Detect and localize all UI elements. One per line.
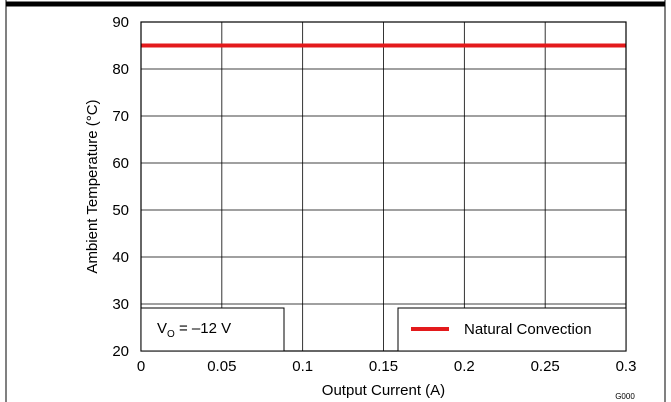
grid <box>141 22 626 351</box>
x-tick-label: 0 <box>137 358 145 375</box>
annotation-value: = –12 V <box>175 320 231 337</box>
x-axis-ticks: 0 0.05 0.1 0.15 0.2 0.25 0.3 <box>137 358 637 375</box>
x-tick-label: 0.15 <box>369 358 398 375</box>
legend-label: Natural Convection <box>464 321 592 338</box>
y-tick-label: 60 <box>112 155 129 172</box>
annotation-subscript: O <box>167 329 175 340</box>
x-axis-title: Output Current (A) <box>322 382 445 399</box>
plot-area-frame <box>140 21 627 352</box>
annotation-box <box>140 307 285 352</box>
x-tick-label: 0.25 <box>531 358 560 375</box>
y-axis-ticks: 20 30 40 50 60 70 80 90 <box>112 14 129 360</box>
y-tick-label: 40 <box>112 249 129 266</box>
annotation-text: VO = –12 V <box>157 320 231 340</box>
x-tick-label: 0.05 <box>207 358 236 375</box>
y-axis-title: Ambient Temperature (°C) <box>84 99 101 273</box>
y-tick-label: 80 <box>112 61 129 78</box>
y-tick-label: 20 <box>112 343 129 360</box>
figure-code: G000 <box>615 392 635 401</box>
x-tick-label: 0.1 <box>292 358 313 375</box>
legend: Natural Convection <box>397 307 627 352</box>
y-tick-label: 70 <box>112 108 129 125</box>
annotation-v: V <box>157 320 167 337</box>
y-tick-label: 30 <box>112 296 129 313</box>
y-tick-label: 50 <box>112 202 129 219</box>
condition-annotation-box: VO = –12 V <box>140 307 285 352</box>
x-tick-label: 0.3 <box>616 358 637 375</box>
y-tick-label: 90 <box>112 14 129 31</box>
x-tick-label: 0.2 <box>454 358 475 375</box>
